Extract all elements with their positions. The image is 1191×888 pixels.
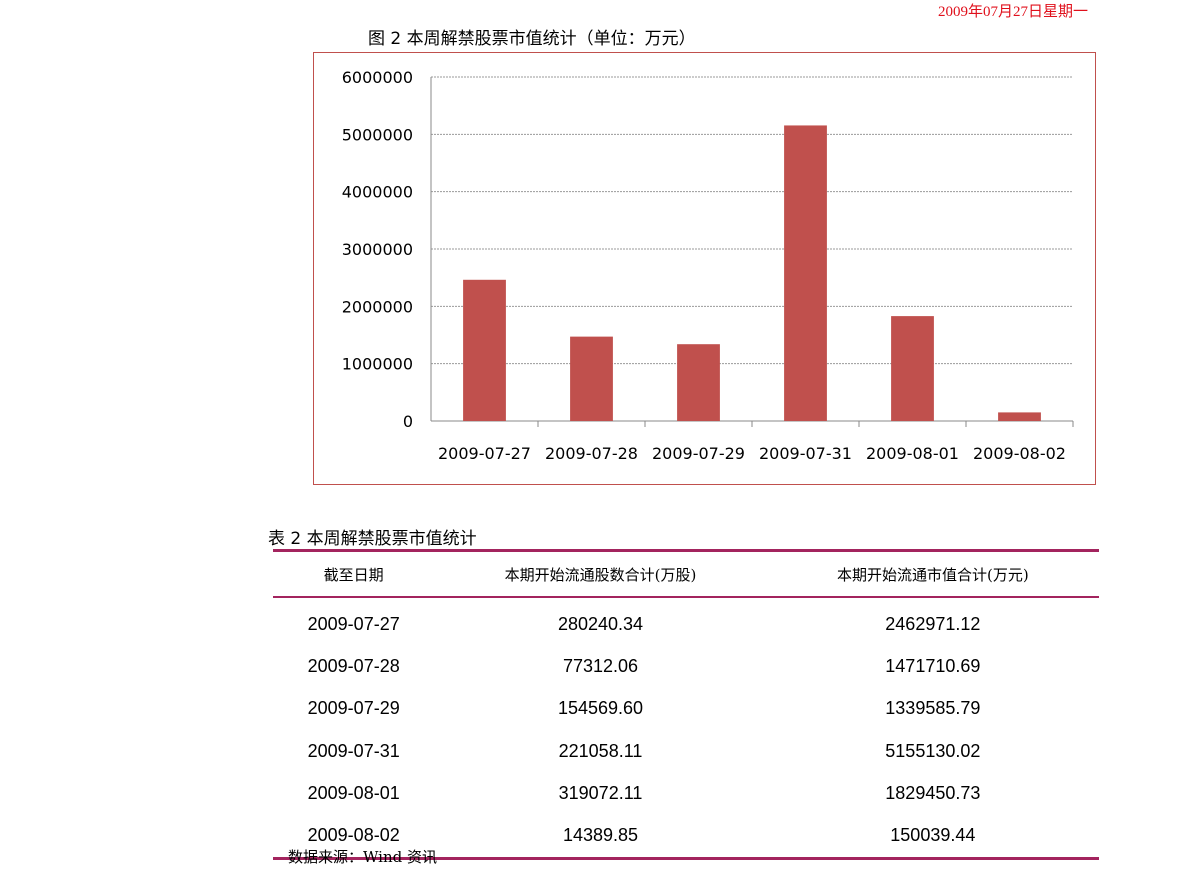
x-tick-label: 2009-07-27 <box>438 444 531 463</box>
cell-date: 2009-08-01 <box>307 782 400 803</box>
bar <box>570 336 613 421</box>
table-row: 2009-07-28 77312.06 1471710.69 <box>273 645 1099 687</box>
cell-shares: 319072.11 <box>558 782 643 803</box>
header-value: 本期开始流通市值合计(万元) <box>766 549 1099 598</box>
table-header-row: 截至日期 本期开始流通股数合计(万股) 本期开始流通市值合计(万元) <box>273 549 1099 598</box>
figure-title: 图 2 本周解禁股票市值统计（单位：万元） <box>368 29 696 49</box>
cell-value: 150039.44 <box>766 814 1099 860</box>
report-date: 2009年07月27日星期一 <box>937 4 1088 20</box>
y-tick-label: 0 <box>403 412 413 431</box>
cell-shares: 14389.85 <box>434 814 767 860</box>
table-row: 2009-07-29 154569.60 1339585.79 <box>273 688 1099 730</box>
cell-shares: 221058.11 <box>558 740 643 761</box>
y-tick-label: 6000000 <box>342 68 413 87</box>
cell-date: 2009-07-28 <box>307 655 400 676</box>
cell-value: 5155130.02 <box>885 740 981 761</box>
cell-value: 1471710.69 <box>885 655 981 676</box>
table-row: 2009-08-01 319072.11 1829450.73 <box>273 772 1099 814</box>
data-source: 数据来源：Wind 资讯 <box>288 848 437 866</box>
x-tick-label: 2009-07-29 <box>652 444 745 463</box>
y-tick-label: 2000000 <box>342 297 413 316</box>
cell-date: 2009-07-31 <box>307 740 400 761</box>
data-table: 截至日期 本期开始流通股数合计(万股) 本期开始流通市值合计(万元) 2009-… <box>273 549 1099 860</box>
bar <box>677 344 720 421</box>
bar <box>998 412 1041 421</box>
y-tick-label: 5000000 <box>342 125 413 144</box>
cell-value: 1829450.73 <box>885 782 981 803</box>
bar <box>784 125 827 421</box>
table-title: 表 2 本周解禁股票市值统计 <box>268 529 477 549</box>
chart-svg: 0 1000000 2000000 3000000 4000000 5000000 6000… <box>342 68 1074 463</box>
x-tick-label: 2009-08-02 <box>973 444 1066 463</box>
cell-date: 2009-07-27 <box>307 613 400 634</box>
cell-shares: 154569.60 <box>557 698 644 719</box>
cell-date: 2009-08-02 <box>273 814 435 860</box>
cell-date: 2009-07-29 <box>307 698 400 719</box>
cell-value: 1339585.79 <box>885 698 981 719</box>
y-tick-label: 1000000 <box>342 355 413 374</box>
table-row: 2009-07-27 280240.34 2462971.12 <box>273 597 1099 645</box>
table-row: 2009-08-02 14389.85 150039.44 <box>273 814 1099 860</box>
bar <box>463 279 506 421</box>
cell-shares: 77312.06 <box>562 655 639 676</box>
x-tick-label: 2009-07-31 <box>759 444 852 463</box>
y-tick-label: 3000000 <box>342 240 413 259</box>
bar-chart: 0 1000000 2000000 3000000 4000000 5000000 6000… <box>313 52 1096 485</box>
bar <box>891 316 934 421</box>
x-tick-label: 2009-07-28 <box>545 444 638 463</box>
table-row: 2009-07-31 221058.11 5155130.02 <box>273 730 1099 772</box>
header-shares: 本期开始流通股数合计(万股) <box>434 549 767 598</box>
header-date: 截至日期 <box>273 549 435 598</box>
y-tick-label: 4000000 <box>342 183 413 202</box>
cell-shares: 280240.34 <box>557 613 644 634</box>
cell-value: 2462971.12 <box>885 613 981 634</box>
x-tick-label: 2009-08-01 <box>866 444 959 463</box>
